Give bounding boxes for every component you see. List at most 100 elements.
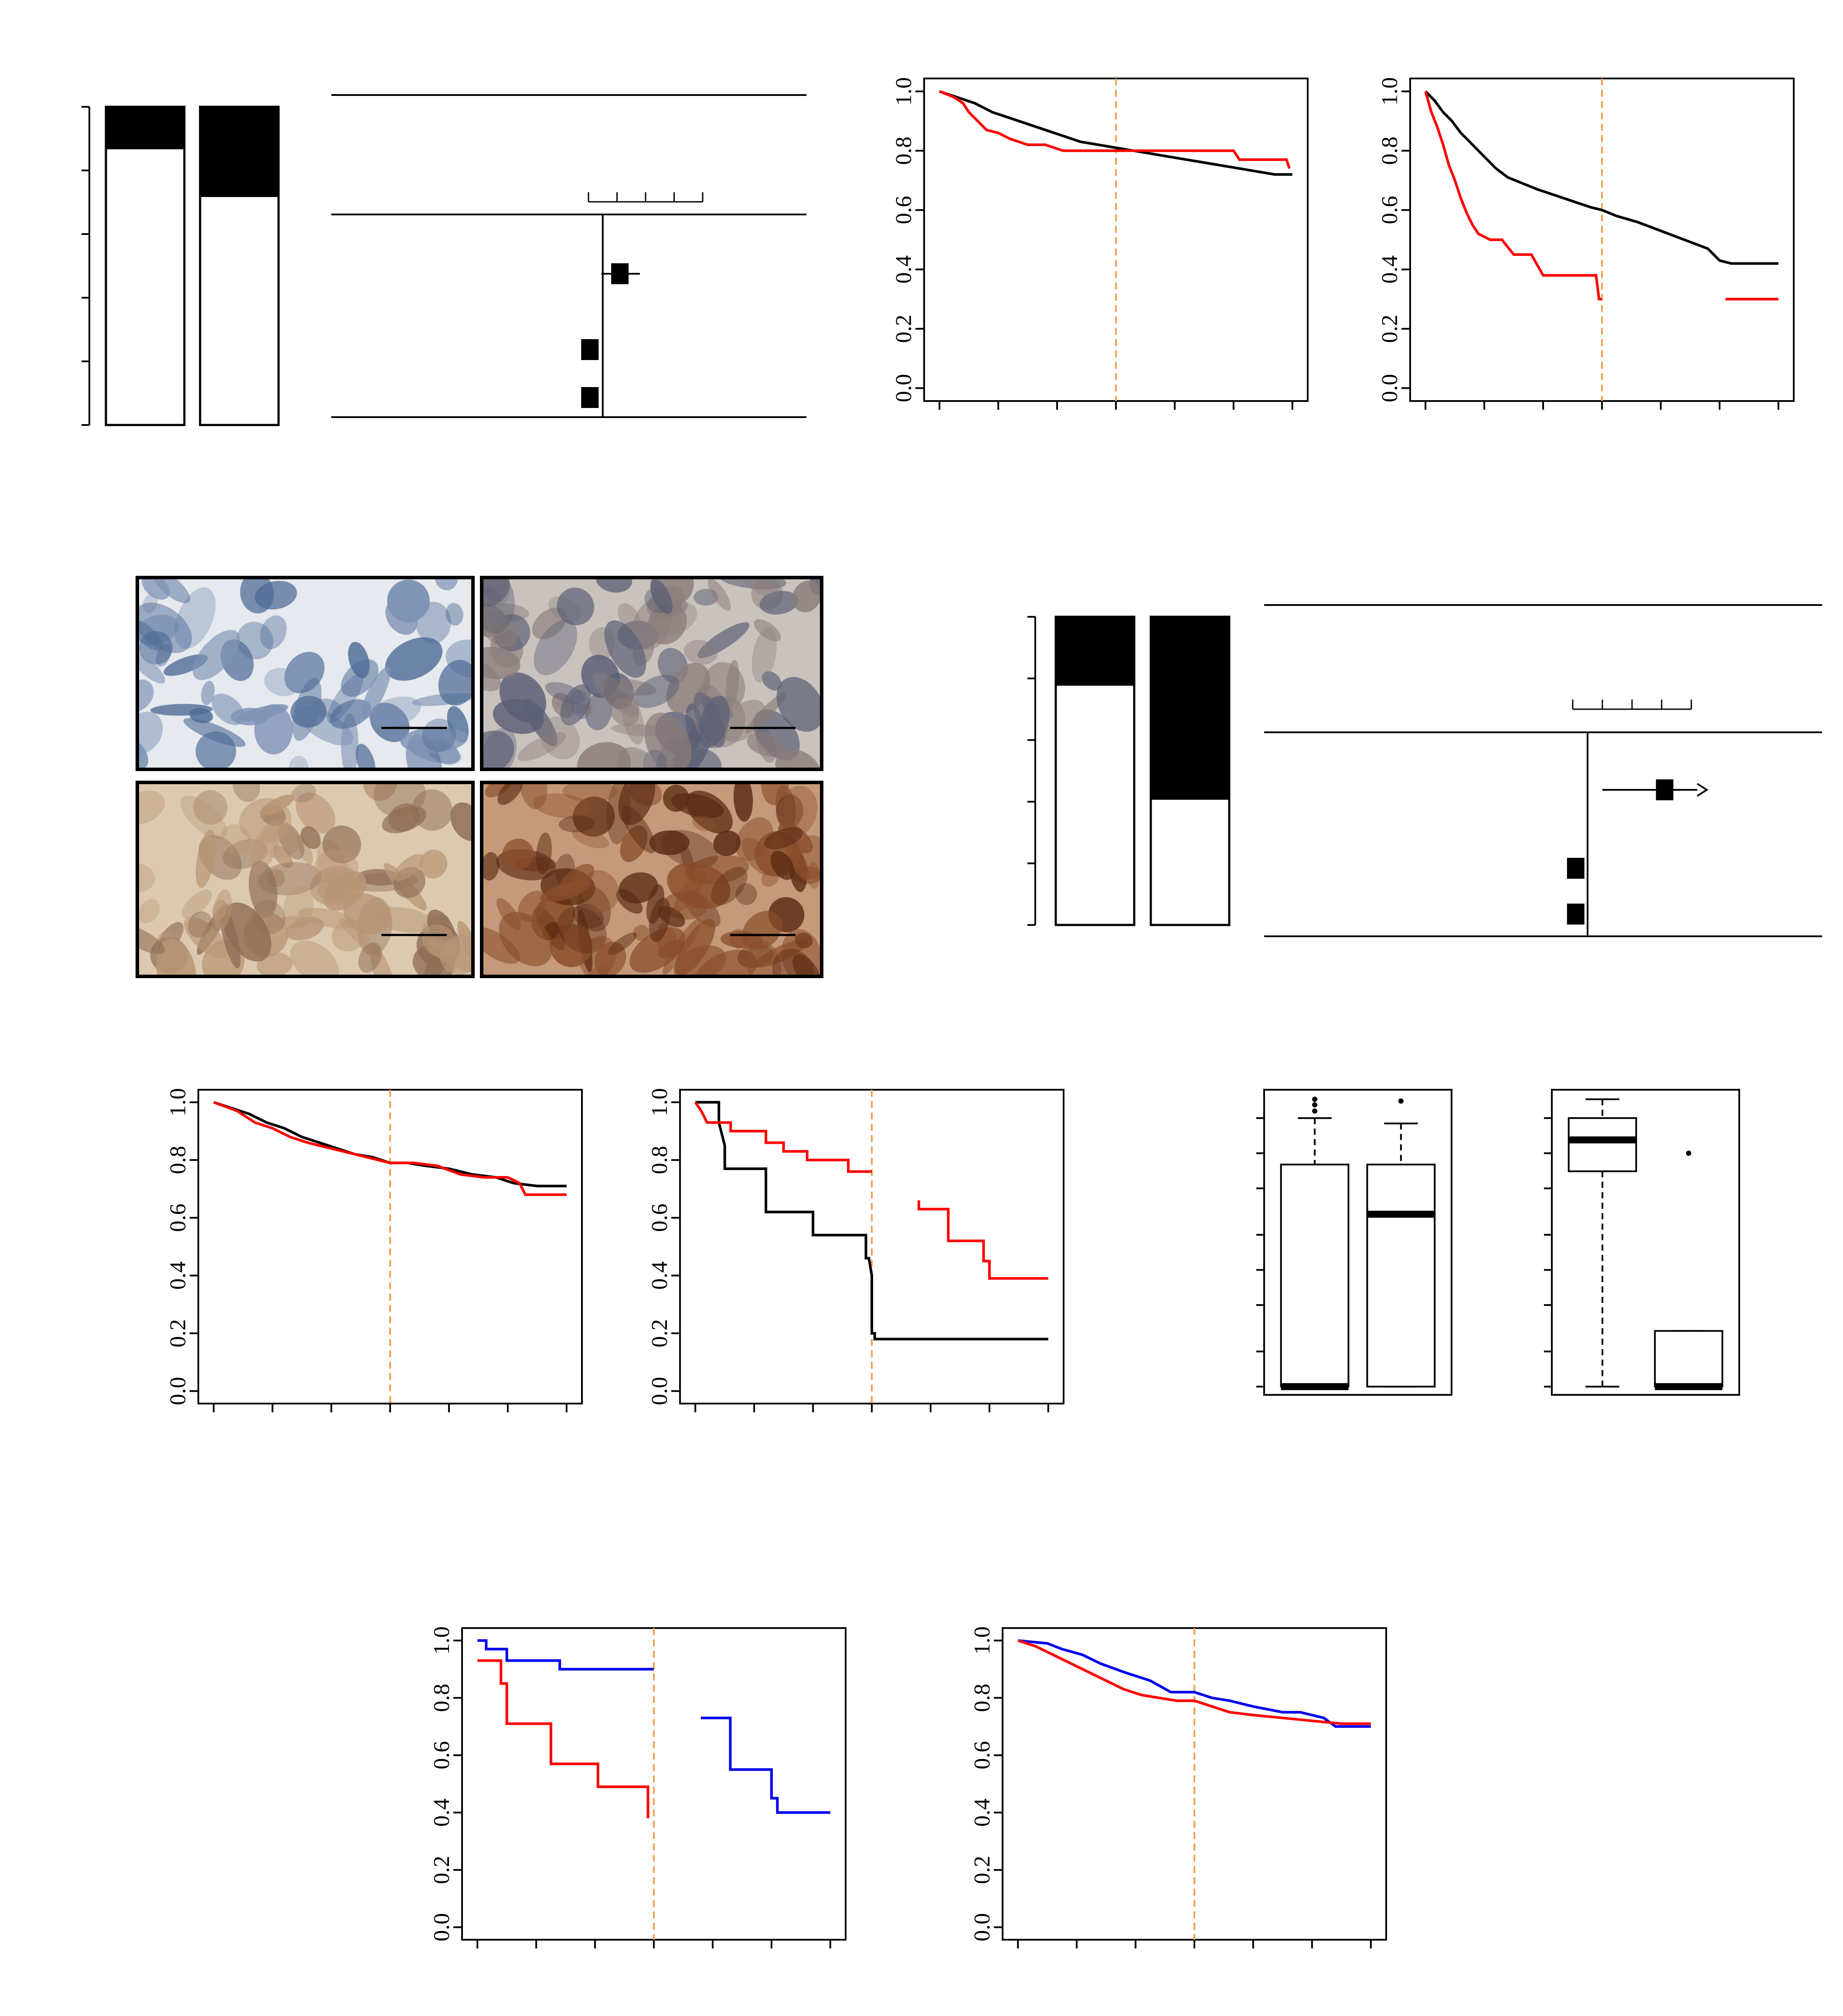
tissue-cell: [726, 660, 739, 708]
y-tick-label: 0.2: [1377, 315, 1402, 343]
tissue-cell: [499, 912, 553, 966]
plot-frame: [1263, 1089, 1452, 1396]
bar-neg: [1054, 683, 1136, 926]
tissue-cell: [557, 906, 607, 954]
tissue-cell: [254, 704, 293, 755]
tissue-cell: [189, 708, 213, 723]
tissue-cell: [649, 830, 690, 855]
tissue-cell: [520, 782, 547, 809]
tissue-cell: [482, 611, 517, 647]
tissue-cell: [283, 885, 313, 930]
survival-curve-1: [694, 1101, 872, 1173]
tissue-cell: [562, 782, 618, 802]
tissue-cell: [450, 802, 473, 841]
or-point-estimate: [1567, 904, 1585, 925]
y-tick-label: 0.4: [429, 1798, 454, 1827]
tissue-cell: [550, 924, 592, 967]
tissue-cell: [493, 699, 544, 734]
survival-curve-1: [939, 90, 1291, 169]
tissue-cell: [348, 642, 370, 678]
tissue-cell: [792, 954, 821, 976]
box-outlier: [1312, 1102, 1318, 1108]
or-point-estimate: [1656, 779, 1673, 800]
survival-curve-2: [477, 1659, 649, 1819]
forest-table-A_forest: [331, 94, 806, 418]
bar-pos: [1149, 615, 1231, 800]
tissue-cell: [698, 696, 730, 748]
tissue-cell: [581, 870, 619, 912]
tissue-cell: [673, 945, 726, 976]
tissue-cell: [272, 845, 293, 868]
tissue-cell: [358, 942, 382, 973]
tissue-cell: [644, 712, 692, 769]
tissue-cell: [558, 864, 595, 896]
bar-chart-A_bar: [82, 105, 280, 426]
tissue-cell: [201, 680, 215, 705]
tissue-cell: [183, 718, 246, 747]
tissue-cell: [223, 839, 268, 869]
tissue-cell: [143, 594, 158, 613]
y-tick-label: 0.4: [970, 1798, 995, 1827]
tissue-cell: [239, 798, 292, 843]
y-tick-label: 0.6: [1377, 196, 1402, 224]
km-plot-G_IBC: 0.0 0.2 0.4 0.6 0.8 1.0: [429, 1626, 847, 1948]
bar-chart-D_bar: [1027, 615, 1231, 926]
or-point-estimate: [1567, 858, 1585, 879]
y-tick-label: 0.8: [1377, 136, 1402, 165]
tissue-cell: [258, 862, 322, 896]
tissue-cell: [482, 728, 517, 769]
tissue-cell: [577, 886, 611, 932]
survival-curve-0: [1017, 1639, 1371, 1728]
tissue-cell: [181, 889, 212, 919]
survival-curve-0: [939, 90, 1292, 176]
y-tick-label: 0.2: [970, 1856, 995, 1884]
tissue-cell: [759, 591, 799, 615]
box-outlier: [1398, 1098, 1404, 1104]
tissue-cell: [570, 689, 591, 719]
tissue-cell: [775, 794, 803, 829]
tissue-cell: [794, 835, 822, 879]
y-tick-label: 0.2: [166, 1319, 190, 1347]
tissue-cell: [617, 747, 660, 769]
forest-table-D_forest: [1264, 604, 1822, 937]
tissue-cell: [534, 619, 578, 675]
box-plot-F_IBC: [1544, 1089, 1740, 1396]
tissue-cell: [497, 782, 523, 805]
tissue-cell: [156, 938, 197, 976]
tissue-cell: [291, 784, 316, 803]
survival-curve-0: [477, 1639, 654, 1671]
y-tick-label: 1.0: [429, 1626, 454, 1655]
y-tick-label: 0.8: [429, 1684, 454, 1712]
y-tick-label: 0.0: [1377, 374, 1402, 402]
tissue-cell: [290, 696, 326, 728]
y-tick-label: 0.8: [166, 1146, 190, 1174]
tissue-cell: [248, 860, 278, 918]
y-tick-label: 0.2: [891, 315, 916, 343]
bar-pos: [1054, 615, 1136, 686]
tissue-cell: [137, 711, 163, 755]
tissue-cell: [482, 578, 510, 608]
box-iqr: [1654, 1330, 1724, 1388]
tissue-cell: [754, 619, 781, 642]
tissue-cell: [517, 732, 566, 762]
micrograph-panel: [136, 576, 475, 771]
survival-curve-1: [213, 1101, 567, 1196]
tissue-cell: [784, 837, 809, 881]
tissue-cell: [137, 925, 165, 954]
or-point-estimate: [581, 339, 599, 360]
km-plot-E_nIBC: 0.0 0.2 0.4 0.6 0.8 1.0: [166, 1088, 583, 1412]
or-point-estimate: [611, 263, 629, 284]
tissue-cell: [545, 682, 585, 704]
tissue-cell: [650, 579, 673, 614]
tissue-cell: [260, 615, 287, 649]
tissue-cell: [633, 925, 649, 941]
tissue-cell: [264, 668, 300, 697]
tissue-cell: [137, 602, 192, 653]
tissue-cell: [193, 790, 228, 825]
micrograph-tissue: [137, 782, 473, 976]
tissue-cell: [536, 907, 565, 950]
tissue-cell: [577, 742, 631, 769]
tissue-cell: [683, 640, 717, 665]
or-point-estimate: [581, 387, 599, 408]
tissue-cell: [747, 732, 785, 757]
